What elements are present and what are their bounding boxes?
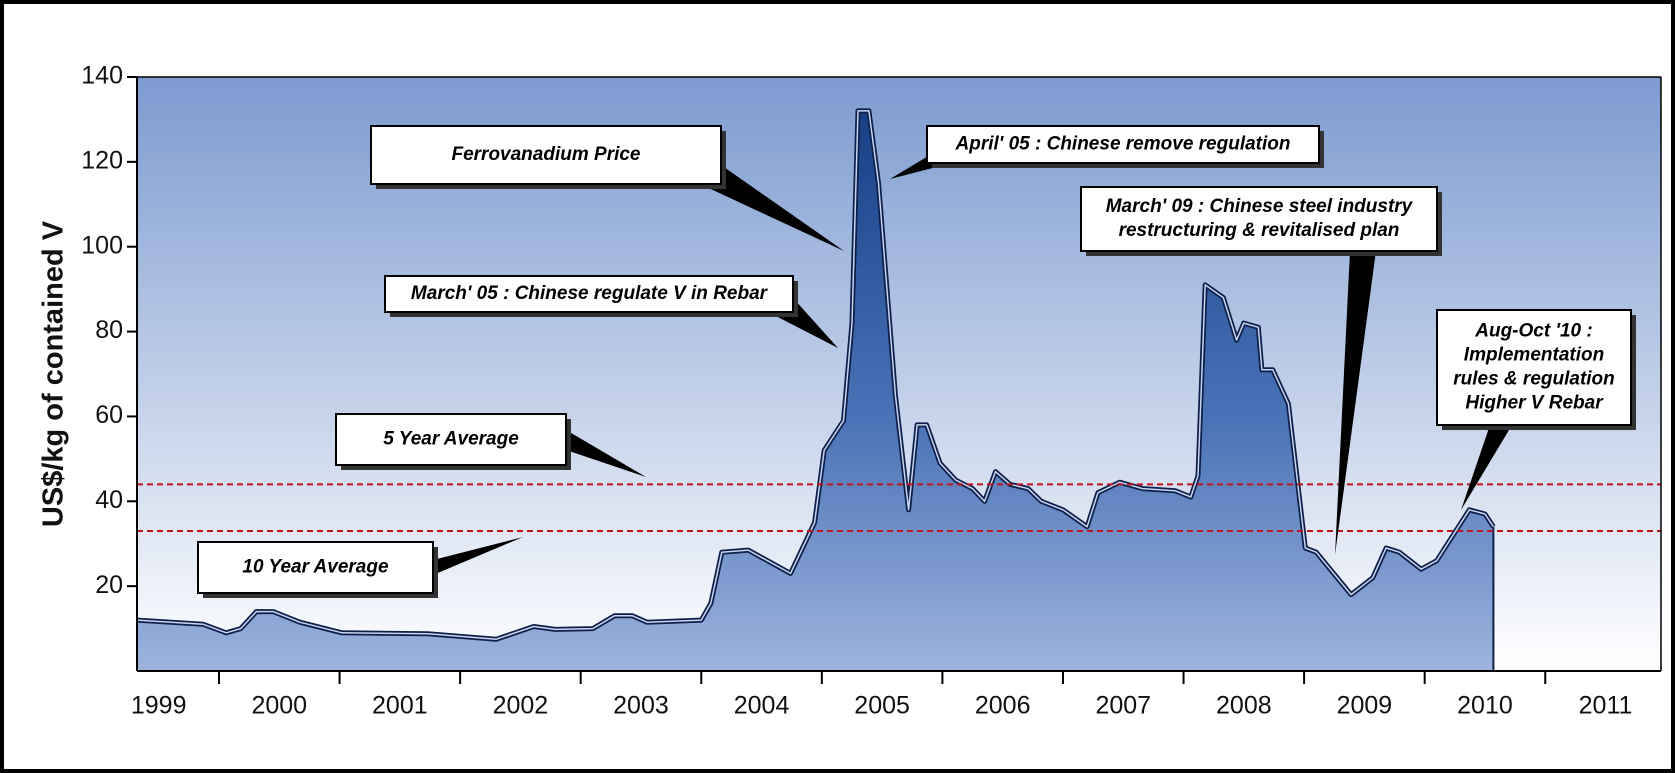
x-tick-label: 2004 xyxy=(734,692,790,720)
y-tick-label: 100 xyxy=(81,231,123,259)
y-tick-label: 80 xyxy=(95,316,123,344)
x-tick-label: 2001 xyxy=(372,692,428,720)
x-tick-label: 2011 xyxy=(1579,692,1633,720)
callout-pointer xyxy=(433,537,523,575)
x-tick-label: 2009 xyxy=(1337,692,1393,720)
y-tick-label: 120 xyxy=(81,146,123,174)
x-tick-label: 2006 xyxy=(975,692,1031,720)
x-tick-label: 2002 xyxy=(493,692,549,720)
y-tick-label: 20 xyxy=(95,571,123,599)
x-tick-label: 1999 xyxy=(131,692,187,720)
callout-pointer xyxy=(700,165,844,251)
chart-title: Ferrovanadium Price xyxy=(451,144,640,165)
x-tick-label: 2003 xyxy=(613,692,669,720)
reference-label: 10 Year Average xyxy=(242,557,389,578)
annotation: April' 05 : Chinese remove regulation xyxy=(955,134,1291,155)
y-tick-label: 140 xyxy=(81,62,123,90)
annotation: Implementation xyxy=(1464,345,1604,366)
callout-box xyxy=(384,275,794,313)
annotation: rules & regulation xyxy=(1453,369,1615,390)
area xyxy=(137,110,1494,671)
callout-pointer xyxy=(1335,251,1376,555)
annotation: March' 05 : Chinese regulate V in Rebar xyxy=(411,283,769,304)
x-tick-label: 2008 xyxy=(1216,692,1272,720)
callout-box xyxy=(926,125,1320,164)
area-highlight xyxy=(136,110,1495,640)
annotation: restructuring & revitalised plan xyxy=(1119,220,1400,241)
annotation: March' 09 : Chinese steel industry xyxy=(1106,196,1414,217)
callout-pointer xyxy=(1461,425,1512,510)
annotation: Higher V Rebar xyxy=(1465,393,1604,414)
x-tick-label: 2010 xyxy=(1457,692,1513,720)
x-tick-label: 2005 xyxy=(854,692,910,720)
x-tick-label: 2007 xyxy=(1095,692,1151,720)
callout-box xyxy=(1436,309,1632,426)
callout-pointer xyxy=(566,430,646,477)
annotation: Aug-Oct '10 : xyxy=(1474,321,1592,342)
reference-label: 5 Year Average xyxy=(383,429,519,450)
y-axis-label: US$/kg of contained V xyxy=(38,220,70,527)
x-tick-label: 2000 xyxy=(251,692,307,720)
y-tick-label: 40 xyxy=(95,486,123,514)
callout-box xyxy=(335,413,567,466)
y-tick-label: 60 xyxy=(95,401,123,429)
callout-box xyxy=(370,125,722,185)
callout-box xyxy=(1080,186,1438,252)
callout-box xyxy=(197,541,434,594)
